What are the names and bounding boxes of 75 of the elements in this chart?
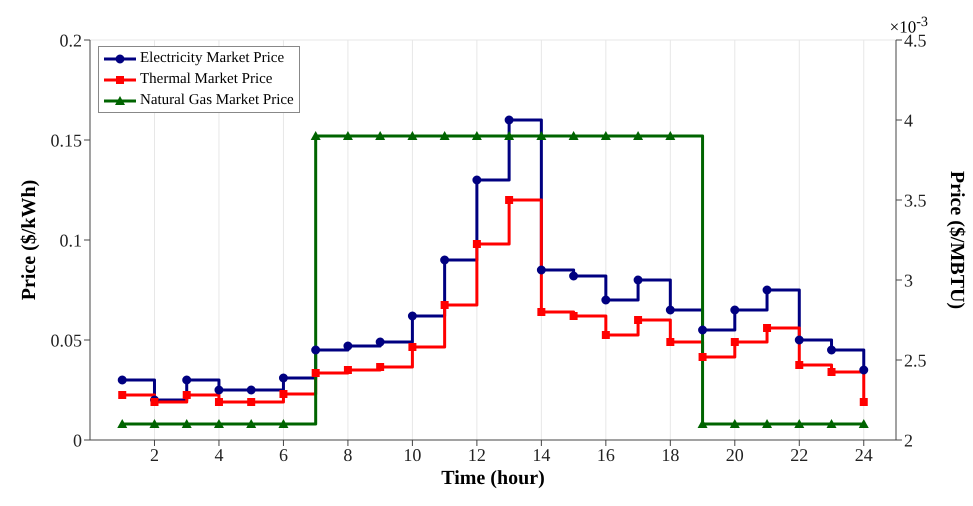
point <box>118 376 127 384</box>
point <box>440 256 450 264</box>
point <box>279 390 288 398</box>
point <box>536 266 546 274</box>
point <box>763 324 772 332</box>
point <box>730 306 740 314</box>
y-axis-title: Price ($/kWh) <box>18 180 40 300</box>
point <box>828 368 836 376</box>
x-axis-title: Time (hour) <box>441 467 545 489</box>
point <box>634 316 642 324</box>
point <box>440 301 449 309</box>
point <box>666 306 675 314</box>
x-tick-label: 20 <box>726 444 744 465</box>
y2-tick-label: 4 <box>904 110 913 130</box>
point <box>860 398 868 406</box>
point <box>311 346 320 354</box>
point <box>795 361 804 369</box>
y-tick-label: 0.2 <box>60 30 82 50</box>
legend-label: Thermal Market Price <box>140 71 272 88</box>
y2-tick-label: 3 <box>904 270 913 290</box>
point <box>698 326 708 334</box>
point <box>570 312 578 320</box>
x-tick-label: 4 <box>214 444 224 465</box>
x-tick-label: 8 <box>343 444 352 465</box>
legend-label: Natural Gas Market Price <box>140 92 294 109</box>
point <box>343 342 352 350</box>
point <box>859 366 868 374</box>
x-tick-label: 24 <box>854 444 873 465</box>
point <box>666 338 674 346</box>
point <box>118 391 126 399</box>
point <box>344 366 352 374</box>
x-tick-label: 16 <box>596 444 615 465</box>
x-tick-label: 2 <box>150 444 159 465</box>
point <box>472 176 482 184</box>
x-tick-label: 18 <box>661 444 680 465</box>
point <box>408 312 417 320</box>
x-tick-label: 10 <box>403 444 422 465</box>
point <box>634 276 643 284</box>
point <box>602 331 610 339</box>
point <box>312 369 320 377</box>
point <box>569 272 578 280</box>
point <box>601 296 610 304</box>
point <box>472 240 481 248</box>
y2-axis-title: Price ($/MBTU) <box>946 170 968 310</box>
y-tick-label: 0 <box>73 430 82 450</box>
point <box>730 338 739 346</box>
point <box>376 338 385 346</box>
point <box>504 116 514 124</box>
legend-label: Electricity Market Price <box>140 50 284 67</box>
point <box>214 386 224 394</box>
x-tick-label: 12 <box>468 444 486 465</box>
y-tick-label: 0.15 <box>50 130 82 150</box>
y2-tick-label: 2 <box>904 430 913 450</box>
y-tick-label: 0.05 <box>50 330 82 350</box>
point <box>150 398 158 406</box>
x-tick-label: 6 <box>278 444 288 465</box>
y-tick-label: 0.1 <box>60 230 82 250</box>
point <box>278 374 288 382</box>
y2-tick-label: 3.5 <box>904 190 926 210</box>
point <box>537 308 546 316</box>
point <box>182 391 191 399</box>
point <box>698 353 707 361</box>
x-tick-label: 14 <box>532 444 550 465</box>
point <box>827 346 836 354</box>
point <box>408 343 416 351</box>
x-tick-label: 22 <box>790 444 808 465</box>
point <box>247 398 256 406</box>
point <box>182 376 192 384</box>
point <box>794 336 804 344</box>
point <box>762 286 772 294</box>
point <box>246 386 256 394</box>
point <box>214 398 223 406</box>
point <box>505 196 514 204</box>
point <box>376 363 384 371</box>
y2-tick-label: 2.5 <box>904 350 926 370</box>
